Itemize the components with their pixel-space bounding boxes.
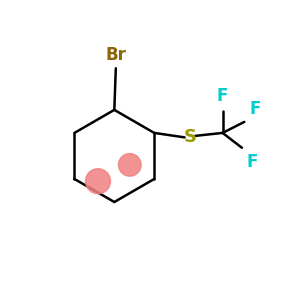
Text: F: F xyxy=(246,153,258,171)
Text: S: S xyxy=(183,128,196,146)
Text: F: F xyxy=(249,100,261,118)
Text: Br: Br xyxy=(105,46,126,64)
Circle shape xyxy=(85,169,110,194)
Text: F: F xyxy=(217,87,228,105)
Circle shape xyxy=(118,154,141,176)
